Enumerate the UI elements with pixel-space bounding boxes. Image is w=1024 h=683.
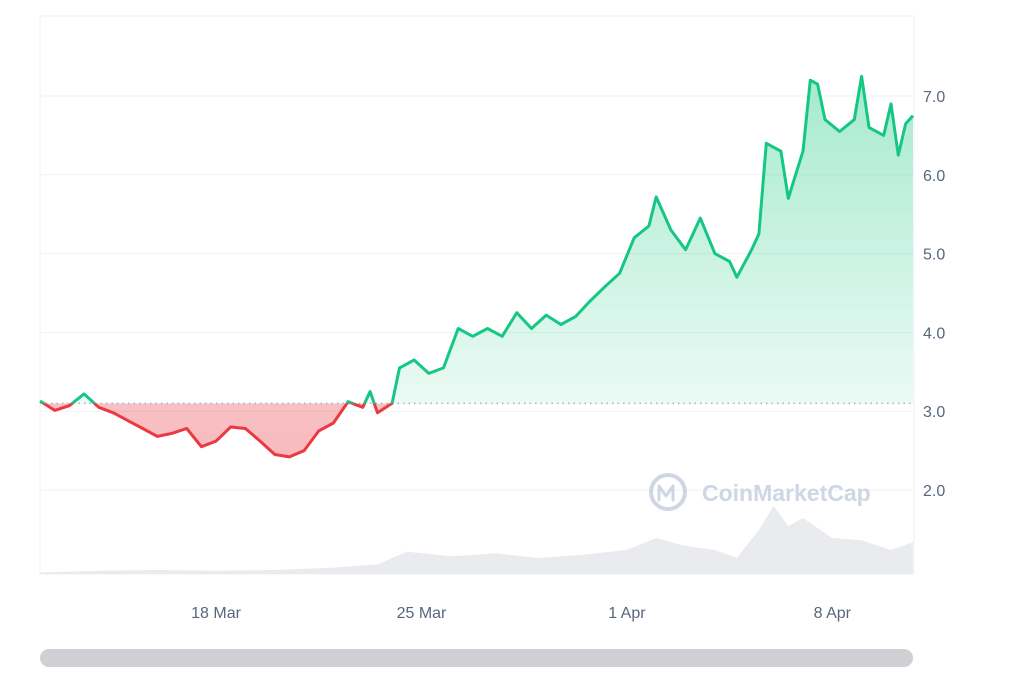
y-tick-label: 3.0 (923, 404, 945, 421)
x-tick-label: 18 Mar (191, 605, 241, 622)
x-tick-label: 25 Mar (397, 605, 447, 622)
price-area-above-baseline (40, 76, 913, 404)
price-area-below-baseline (43, 403, 393, 457)
x-tick-label: 8 Apr (814, 605, 852, 622)
coinmarketcap-logo-mark (657, 484, 675, 502)
price-line-up (39, 74, 915, 404)
x-tick-label: 1 Apr (608, 605, 646, 622)
coinmarketcap-logo-icon (649, 473, 687, 511)
price-line-down (40, 403, 394, 459)
coinmarketcap-watermark: CoinMarketCap (649, 473, 871, 511)
y-tick-label: 7.0 (923, 89, 945, 106)
y-tick-label: 5.0 (923, 247, 945, 264)
y-tick-label: 4.0 (923, 325, 945, 342)
horizontal-scrollbar[interactable] (40, 649, 913, 667)
watermark-text: CoinMarketCap (702, 480, 871, 506)
y-tick-label: 2.0 (923, 483, 945, 500)
volume-area (40, 506, 913, 574)
y-tick-label: 6.0 (923, 168, 945, 185)
